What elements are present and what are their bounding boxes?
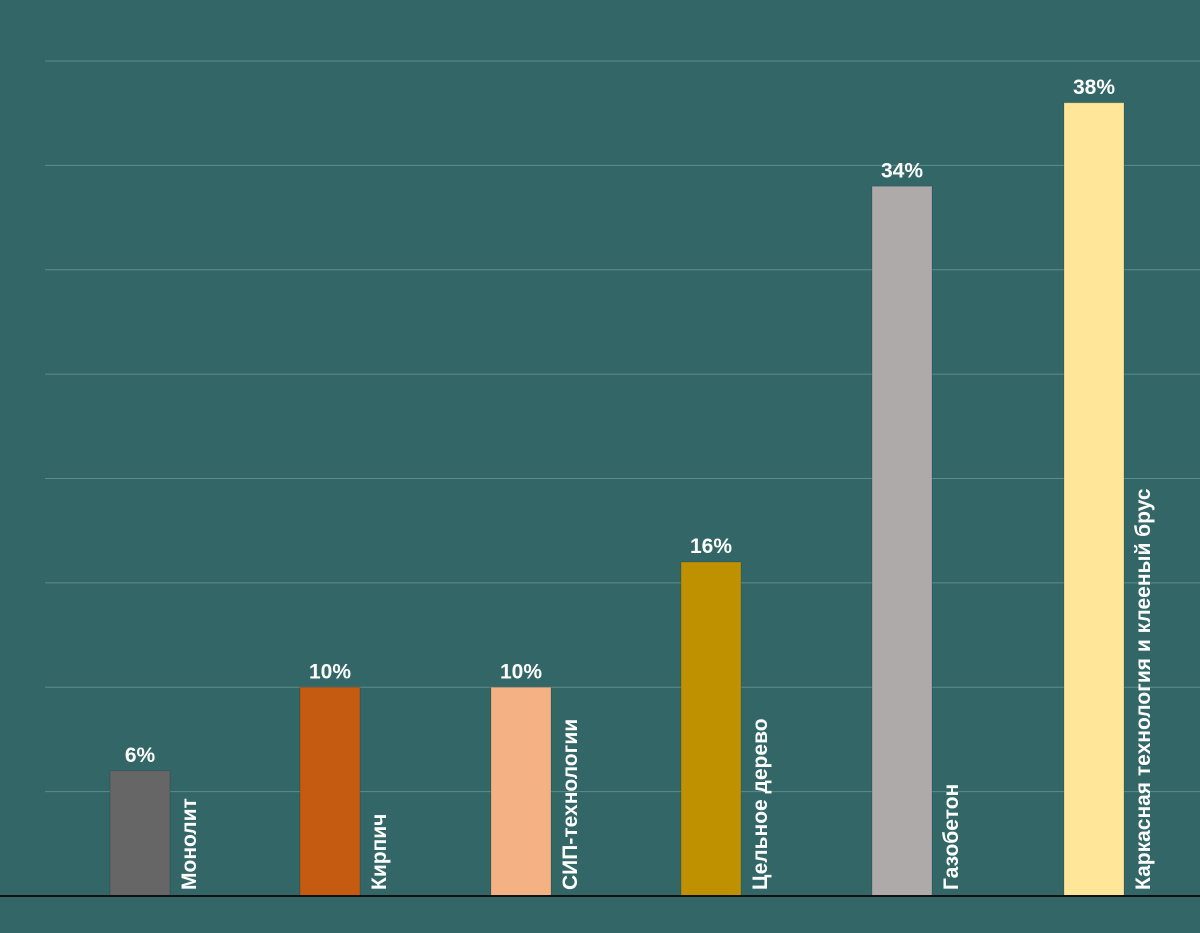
value-label: 10%	[309, 660, 351, 683]
value-label: 38%	[1073, 76, 1115, 99]
value-label: 16%	[690, 535, 732, 558]
bar	[299, 686, 361, 897]
bar	[680, 561, 742, 897]
value-label: 6%	[125, 744, 156, 767]
gridlines	[45, 60, 1200, 793]
category-labels: Монолит Кирпич СИП-технологии Цельное дерев…	[178, 488, 1155, 890]
value-label: 10%	[500, 660, 542, 683]
bar	[1063, 102, 1125, 897]
value-labels: 6% 10% 10% 16% 34% 38%	[125, 76, 1116, 767]
bar	[109, 770, 171, 897]
category-label: Цельное дерево	[749, 718, 772, 890]
category-label: Кирпич	[368, 814, 391, 890]
category-label: СИП-технологии	[559, 719, 582, 890]
value-label: 34%	[881, 159, 923, 182]
bars	[109, 102, 1125, 897]
category-label: Монолит	[178, 798, 201, 890]
category-label: Каркасная технология и клееный брус	[1132, 488, 1155, 890]
bar	[871, 185, 933, 897]
category-label: Газобетон	[940, 784, 963, 890]
bar	[490, 686, 552, 897]
